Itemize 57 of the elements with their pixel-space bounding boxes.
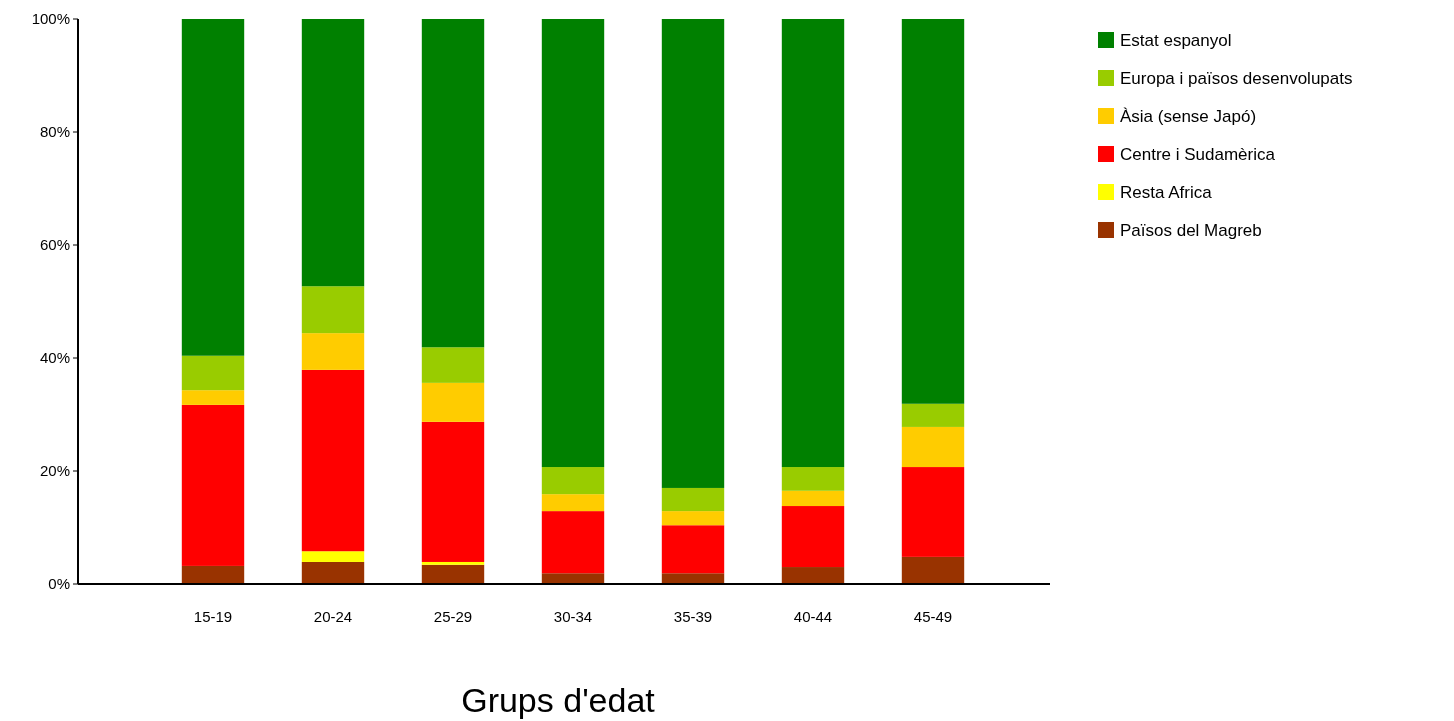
- x-axis-title: Grups d'edat: [461, 681, 656, 719]
- x-tick-label: 45-49: [913, 608, 953, 625]
- bar: [421, 421, 485, 562]
- bar: [901, 467, 965, 557]
- x-tick-label: 25-29: [433, 608, 473, 625]
- bar: [901, 556, 965, 584]
- bar: [661, 487, 725, 512]
- bar: [541, 494, 605, 512]
- bar: [541, 467, 605, 495]
- bar: [421, 347, 485, 383]
- bar: [901, 403, 965, 427]
- bar: [421, 382, 485, 422]
- x-tick-label: 20-24: [313, 608, 353, 625]
- legend-label: Àsia (sense Japó): [1120, 106, 1257, 126]
- bar: [181, 404, 245, 566]
- y-tick-label: 0%: [48, 575, 70, 593]
- bar: [301, 561, 365, 584]
- bar: [541, 511, 605, 574]
- legend-label: Resta Africa: [1120, 182, 1213, 202]
- bar: [661, 19, 725, 488]
- y-tick-label: 20%: [39, 462, 70, 480]
- bar: [181, 390, 245, 405]
- bar: [781, 19, 845, 468]
- bar: [901, 19, 965, 404]
- bar: [541, 19, 605, 468]
- bar: [421, 19, 485, 348]
- legend-label: Països del Magreb: [1120, 220, 1262, 240]
- bar: [781, 567, 845, 584]
- bar: [661, 525, 725, 574]
- bar: [781, 506, 845, 568]
- legend-label: Estat espanyol: [1120, 30, 1232, 50]
- bar: [301, 286, 365, 334]
- y-tick-label: 80%: [39, 123, 70, 141]
- bar: [301, 19, 365, 287]
- bar: [541, 573, 605, 584]
- legend-label: Europa i països desenvolupats: [1120, 68, 1353, 88]
- x-tick-label: 40-44: [793, 608, 833, 625]
- y-tick-label: 100%: [31, 10, 70, 28]
- bar: [181, 355, 245, 391]
- bar: [781, 490, 845, 507]
- bar: [421, 564, 485, 584]
- x-tick-label: 30-34: [553, 608, 593, 625]
- bar: [421, 561, 485, 565]
- bar: [181, 565, 245, 584]
- bar: [781, 467, 845, 491]
- bar: [301, 551, 365, 562]
- bar: [301, 333, 365, 370]
- x-tick-label: 35-39: [673, 608, 713, 625]
- bar: [661, 511, 725, 526]
- bar: [181, 19, 245, 356]
- legend-label: Centre i Sudamèrica: [1120, 144, 1276, 164]
- bar: [301, 369, 365, 552]
- y-tick-label: 40%: [39, 349, 70, 367]
- bar: [661, 573, 725, 584]
- bar: [901, 426, 965, 468]
- y-tick-label: 60%: [39, 236, 70, 254]
- x-tick-label: 15-19: [193, 608, 233, 625]
